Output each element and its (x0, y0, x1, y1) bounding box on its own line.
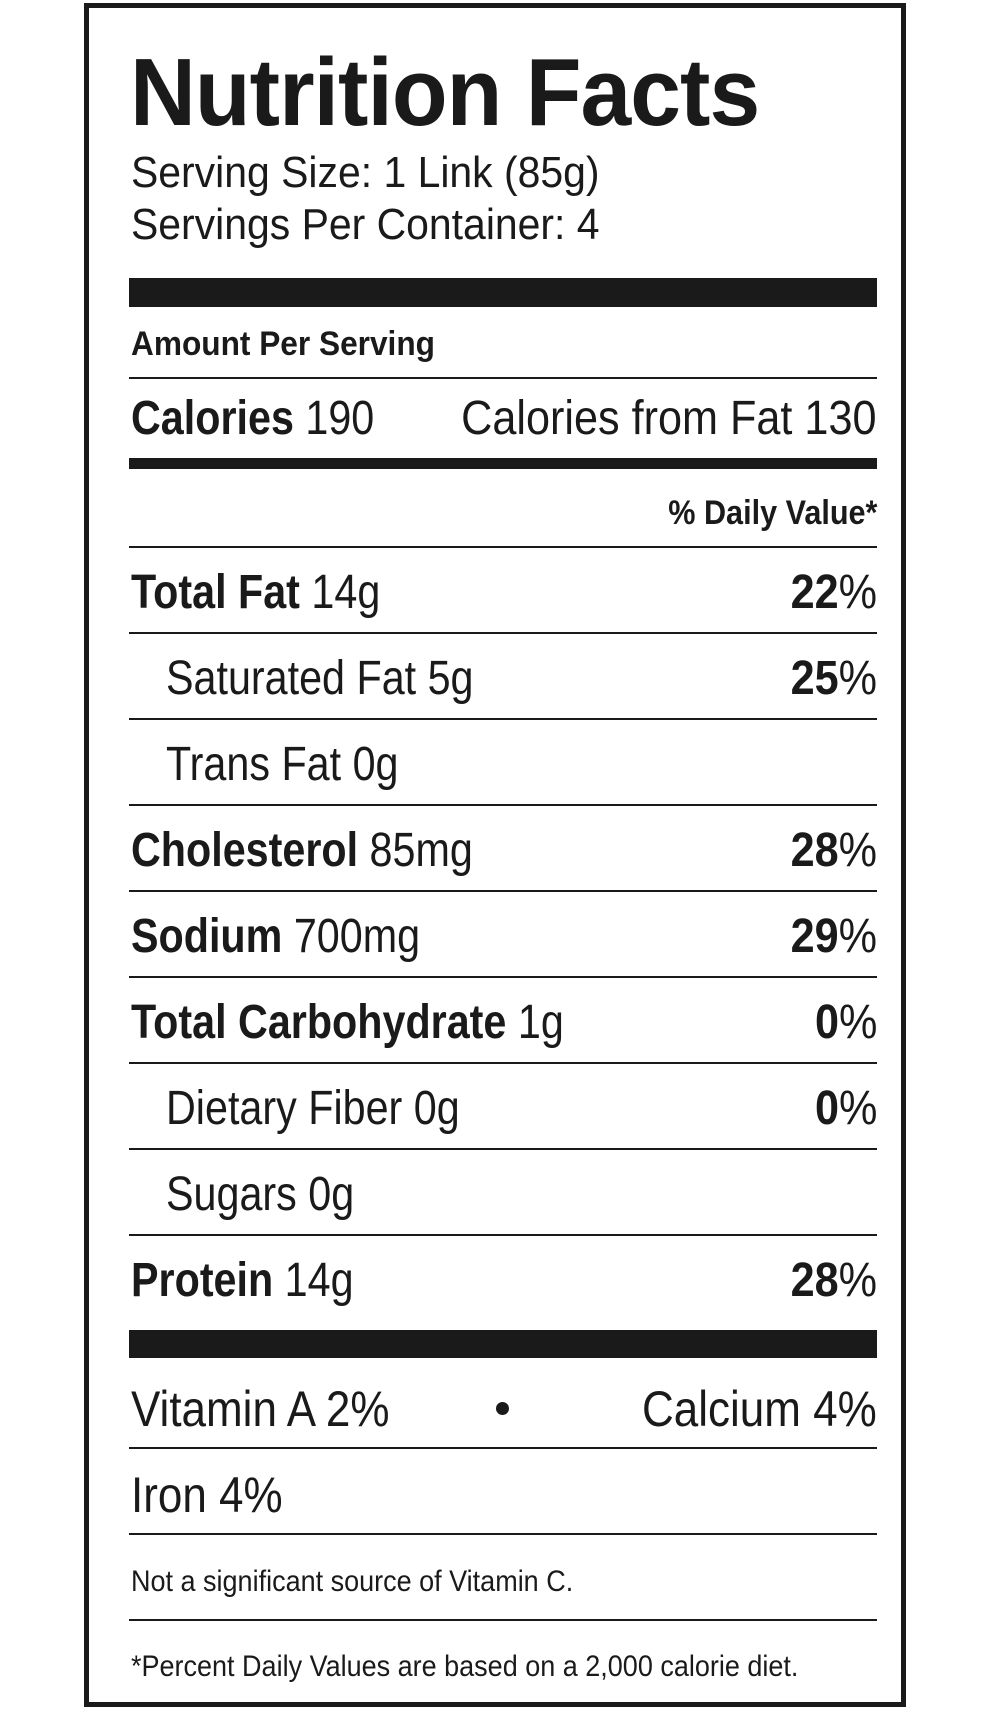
divider (129, 1533, 877, 1535)
nutrient-dv-total-fat: 22% (791, 565, 877, 620)
nutrient-amount: 14g (284, 1254, 354, 1307)
nutrient-row-sodium: Sodium 700mg (131, 909, 420, 964)
nutrient-amount: 85mg (369, 824, 473, 877)
nutrient-dv-sodium: 29% (791, 909, 877, 964)
dv-number: 25 (790, 652, 839, 705)
nutrient-row-saturated-fat: Saturated Fat 5g (166, 652, 474, 705)
nutrient-dv-cholesterol: 28% (791, 823, 877, 878)
nutrient-row-cholesterol: Cholesterol 85mg (131, 823, 473, 878)
nutrient-dv-protein: 28% (791, 1253, 877, 1308)
nutrient-name: Total Fat (131, 566, 300, 619)
dv-percent: % (838, 910, 877, 963)
nutrient-dv-total-carbohydrate: 0% (815, 995, 877, 1050)
divider (129, 1619, 877, 1621)
nutrient-name: Total Carbohydrate (131, 996, 507, 1049)
dv-percent: % (838, 652, 877, 705)
divider (129, 546, 877, 548)
dv-number: 0 (814, 1082, 839, 1135)
vitamin-a: Vitamin A 2% (131, 1381, 390, 1437)
dv-percent: % (838, 1254, 877, 1307)
calories-row: Calories 190 (131, 391, 374, 446)
dv-number: 29 (790, 910, 839, 963)
nutrient-row-sugars: Sugars 0g (166, 1168, 355, 1221)
divider (129, 976, 877, 978)
thick-divider-bottom (129, 1330, 877, 1358)
dv-percent: % (838, 996, 877, 1049)
serving-size: Serving Size: 1 Link (85g) (131, 148, 600, 197)
nutrient-name: Sodium (131, 910, 283, 963)
divider (129, 1234, 877, 1236)
nutrient-row-protein: Protein 14g (131, 1253, 354, 1308)
medium-divider (129, 458, 877, 469)
calories-from-fat: Calories from Fat 130 (461, 392, 877, 445)
nutrient-amount: 14g (311, 566, 381, 619)
amount-per-serving: Amount Per Serving (131, 325, 435, 363)
nutrient-dv-saturated-fat: 25% (791, 651, 877, 706)
calories-label: Calories (131, 392, 294, 445)
dv-number: 28 (790, 1254, 839, 1307)
divider (129, 718, 877, 720)
dv-percent: % (838, 1082, 877, 1135)
dv-number: 22 (790, 566, 839, 619)
calcium: Calcium 4% (642, 1381, 877, 1437)
nutrient-row-total-fat: Total Fat 14g (131, 565, 380, 620)
divider (129, 1062, 877, 1064)
thick-divider-top (129, 278, 877, 307)
bullet-separator (496, 1402, 509, 1415)
divider (129, 804, 877, 806)
divider (129, 632, 877, 634)
dv-percent: % (838, 824, 877, 877)
servings-per-container: Servings Per Container: 4 (131, 200, 600, 249)
divider (129, 1148, 877, 1150)
daily-value-header: % Daily Value* (667, 494, 877, 532)
nutrient-amount: 1g (517, 996, 564, 1049)
nutrient-dv-dietary-fiber: 0% (815, 1081, 877, 1136)
nutrient-name: Cholesterol (131, 824, 359, 877)
nutrient-row-total-carbohydrate: Total Carbohydrate 1g (131, 995, 564, 1050)
nutrient-name: Protein (131, 1254, 274, 1307)
nutrient-amount: 700mg (293, 910, 421, 963)
divider (129, 890, 877, 892)
dv-percent: % (838, 566, 877, 619)
dv-number: 0 (814, 996, 839, 1049)
iron: Iron 4% (131, 1467, 283, 1523)
divider (129, 1447, 877, 1449)
divider (129, 377, 877, 379)
nutrient-row-dietary-fiber: Dietary Fiber 0g (166, 1082, 460, 1135)
vitamin-c-note: Not a significant source of Vitamin C. (131, 1565, 574, 1598)
label-title: Nutrition Facts (130, 39, 760, 146)
nutrient-row-trans-fat: Trans Fat 0g (166, 738, 399, 791)
calories-value: 190 (305, 392, 375, 445)
dv-number: 28 (790, 824, 839, 877)
nutrition-label-border (84, 3, 906, 1707)
daily-value-footnote: *Percent Daily Values are based on a 2,0… (131, 1650, 799, 1683)
